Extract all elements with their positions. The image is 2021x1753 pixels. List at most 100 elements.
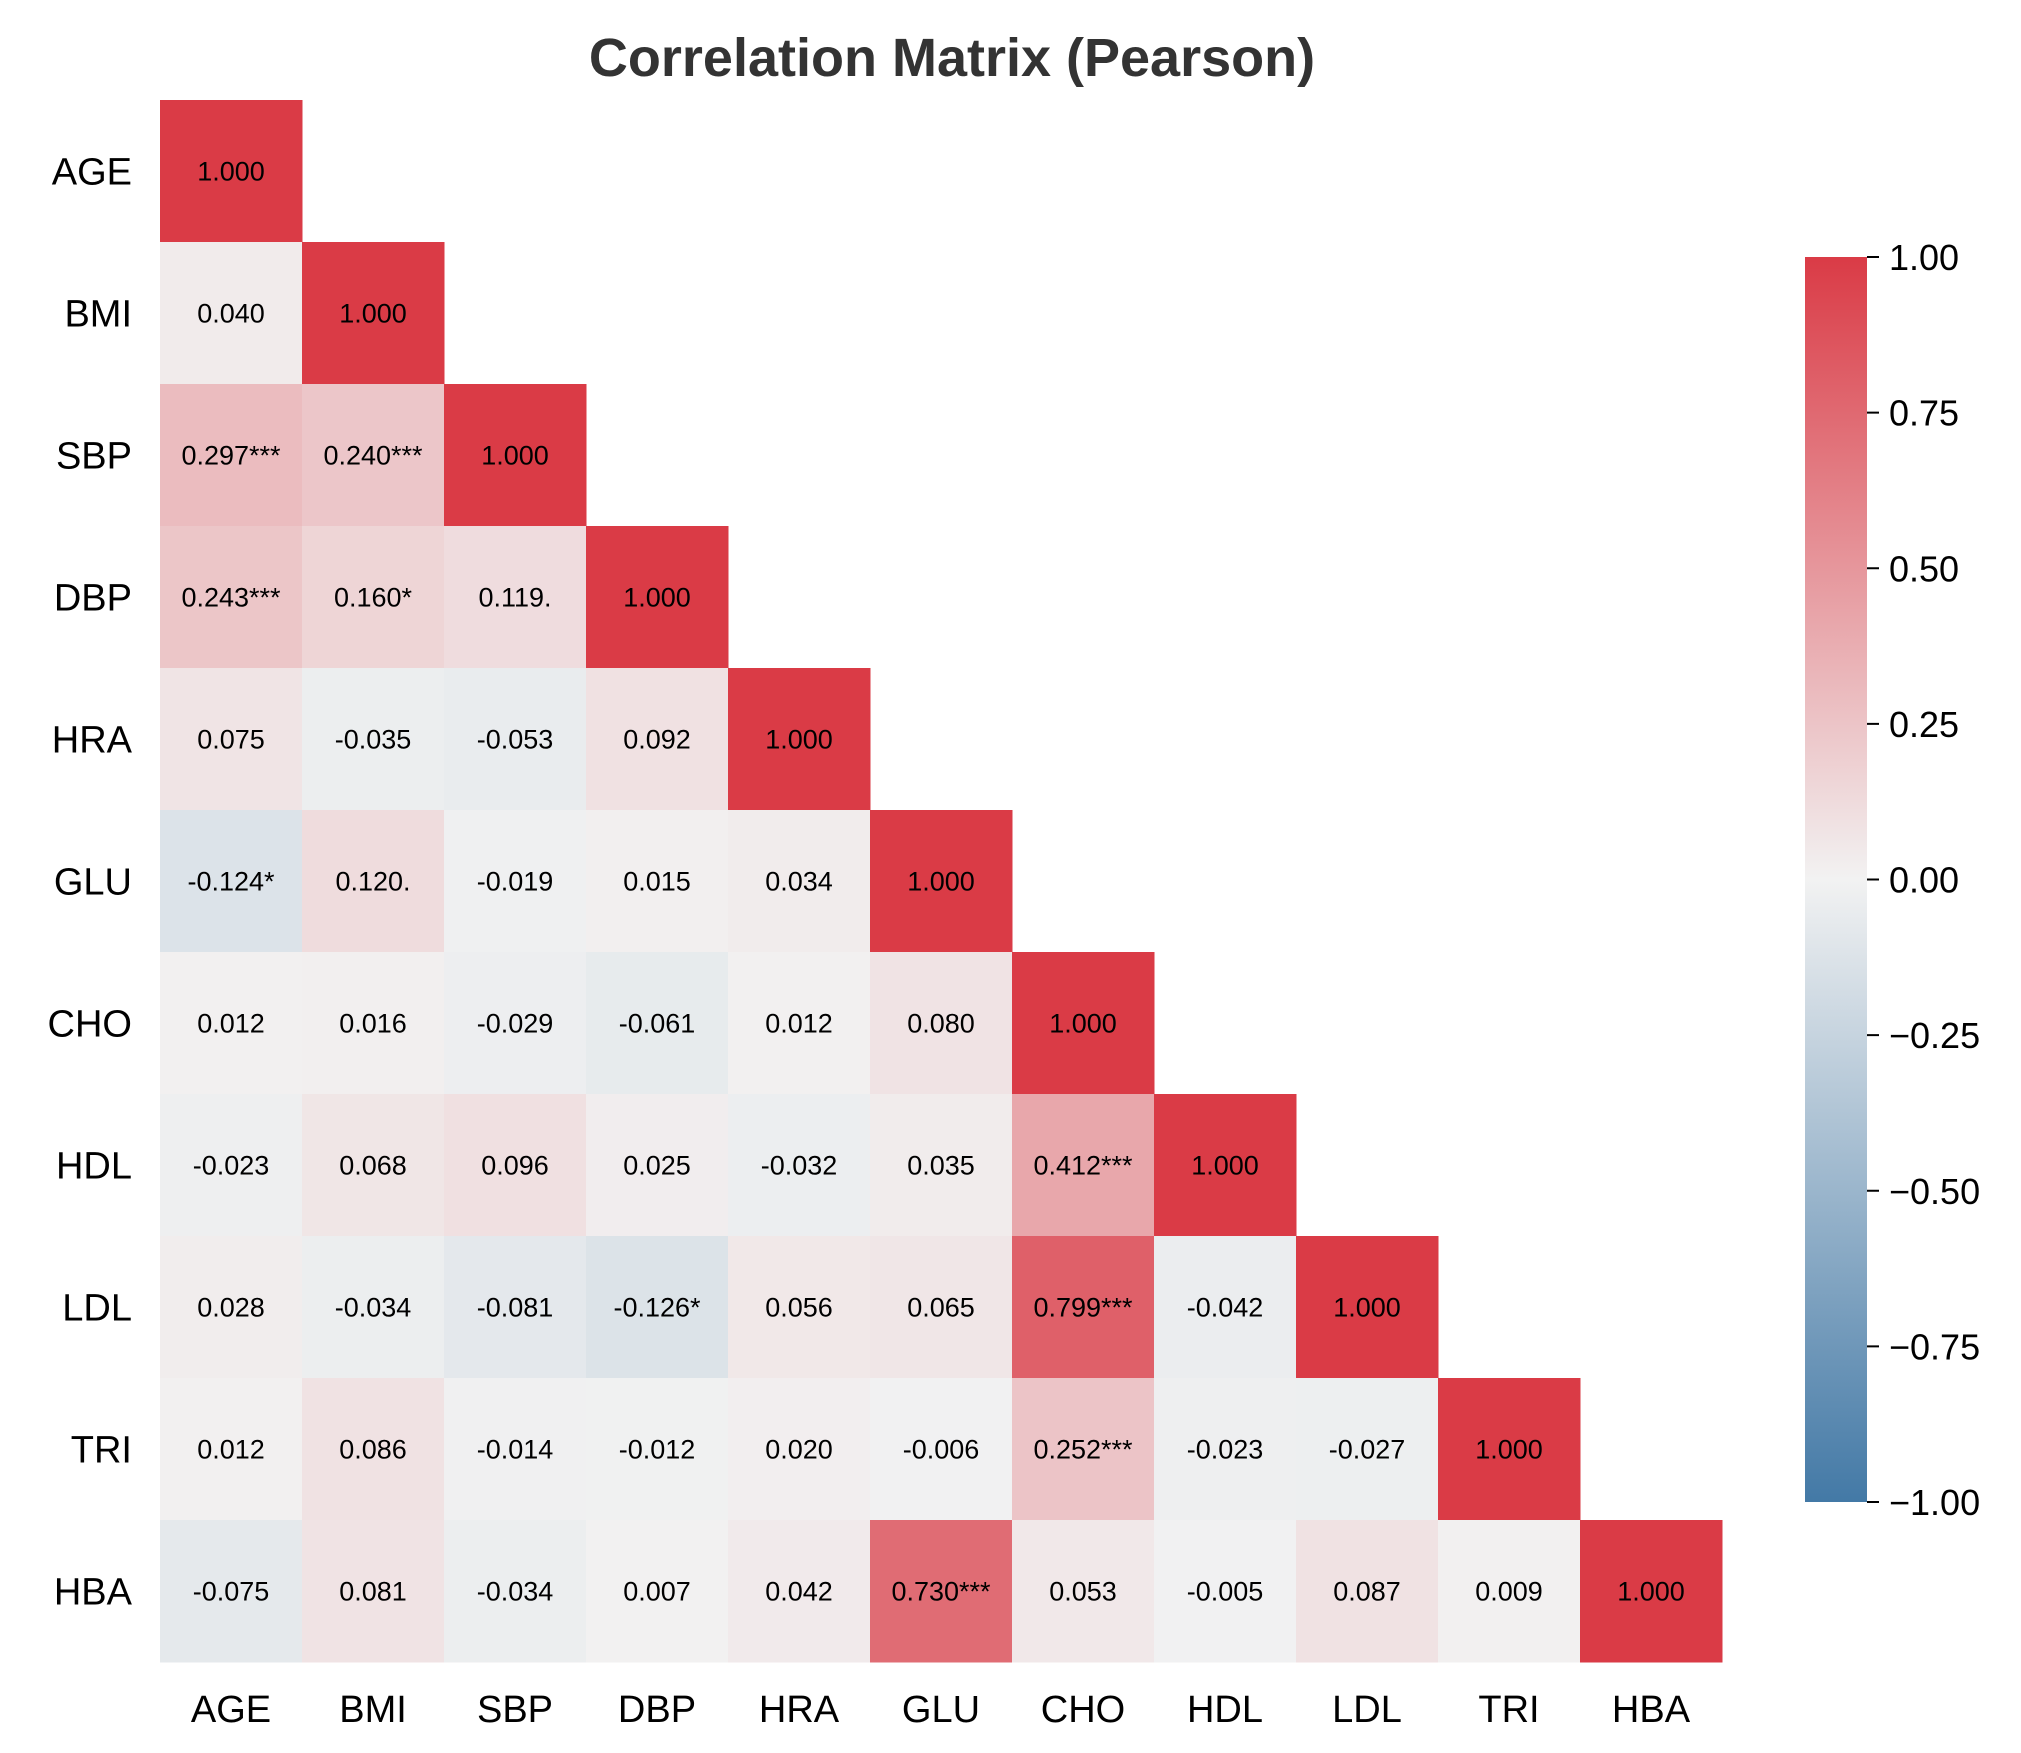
cell-value-label: -0.126* (613, 1293, 701, 1323)
cell-value-label: -0.042 (1187, 1293, 1264, 1323)
cell-value-label: 0.012 (197, 1009, 265, 1039)
row-label-tri: TRI (71, 1430, 132, 1472)
heatmap-cell-cho-dbp (586, 952, 729, 1095)
heatmap-cell-hra-age (160, 668, 303, 811)
cell-value-label: 0.240*** (323, 441, 423, 471)
colorbar-gradient (1805, 257, 1867, 1502)
cell-value-label: -0.014 (477, 1435, 554, 1465)
column-label-hra: HRA (759, 1689, 840, 1731)
colorbar-tick-label: 0.50 (1889, 548, 1959, 589)
cell-value-label: -0.012 (619, 1435, 696, 1465)
column-labels: AGE BMI SBP DBP HRA GLU CHO HDL LDL TRI HBA (191, 1689, 1691, 1731)
heatmap-cell-ldl-age (160, 1236, 303, 1379)
column-label-sbp: SBP (477, 1689, 553, 1731)
heatmap-cell-tri-hra (728, 1378, 871, 1521)
cell-value-label: 1.000 (339, 299, 407, 329)
heatmap-cell-tri-bmi (302, 1378, 445, 1521)
heatmap-cell-ldl-dbp (586, 1236, 729, 1379)
heatmap-cell-hdl-cho (1012, 1094, 1155, 1237)
heatmap-cell-ldl-ldl (1296, 1236, 1439, 1379)
row-labels: AGE BMI SBP DBP HRA GLU CHO HDL LDL TRI HBA (48, 152, 133, 1614)
colorbar-tick-label: −0.75 (1889, 1326, 1980, 1367)
cell-value-label: 1.000 (1475, 1435, 1543, 1465)
heatmap-cell-hba-age (160, 1520, 303, 1663)
heatmap-cell-bmi-bmi (302, 242, 445, 385)
heatmap-cell-hdl-hdl (1154, 1094, 1297, 1237)
cell-value-label: -0.081 (477, 1293, 554, 1323)
heatmap-cell-hba-cho (1012, 1520, 1155, 1663)
cell-value-label: 0.009 (1475, 1577, 1543, 1607)
colorbar-tick-label: 0.75 (1889, 393, 1959, 434)
cell-value-label: -0.023 (1187, 1435, 1264, 1465)
cell-value-label: -0.019 (477, 867, 554, 897)
row-label-glu: GLU (54, 862, 132, 904)
heatmap-cell-hba-hra (728, 1520, 871, 1663)
heatmap-cell-hdl-dbp (586, 1094, 729, 1237)
heatmap-cell-hra-sbp (444, 668, 587, 811)
colorbar: 1.00 0.75 0.50 0.25 0.00 −0.25 −0.50 −0.75 −1.00 (1805, 237, 1980, 1523)
column-label-tri: TRI (1478, 1689, 1539, 1731)
heatmap-cell-hra-bmi (302, 668, 445, 811)
heatmap-cell-tri-tri (1438, 1378, 1581, 1521)
column-label-cho: CHO (1041, 1689, 1125, 1731)
heatmap-cell-ldl-cho (1012, 1236, 1155, 1379)
row-label-hdl: HDL (56, 1146, 132, 1188)
colorbar-tick-label: −0.25 (1889, 1015, 1980, 1056)
cell-value-label: -0.006 (903, 1435, 980, 1465)
cell-value-label: 1.000 (481, 441, 549, 471)
heatmap-cell-glu-hra (728, 810, 871, 953)
heatmap-cell-hdl-bmi (302, 1094, 445, 1237)
heatmap-cell-cho-cho (1012, 952, 1155, 1095)
cell-value-label: 0.160* (334, 583, 413, 613)
heatmap-cell-glu-sbp (444, 810, 587, 953)
cell-value-label: 0.053 (1049, 1577, 1117, 1607)
heatmap-cell-tri-age (160, 1378, 303, 1521)
cell-value-label: 1.000 (1617, 1577, 1685, 1607)
cell-value-label: 1.000 (623, 583, 691, 613)
heatmap-cell-cho-hra (728, 952, 871, 1095)
cell-value-label: 1.000 (907, 867, 975, 897)
cell-value-label: 0.119. (478, 583, 551, 613)
cell-value-label: 0.412*** (1033, 1151, 1133, 1181)
cell-value-label: 0.035 (907, 1151, 975, 1181)
cell-value-label: -0.053 (477, 725, 554, 755)
cell-value-label: 0.252*** (1033, 1435, 1133, 1465)
cell-value-label: -0.124* (187, 867, 275, 897)
colorbar-tick-label: 0.00 (1889, 860, 1959, 901)
cell-value-label: 0.025 (623, 1151, 691, 1181)
cell-value-label: 0.068 (339, 1151, 407, 1181)
cell-value-label: 0.086 (339, 1435, 407, 1465)
cell-value-label: 0.042 (765, 1577, 833, 1607)
heatmap-cell-hba-dbp (586, 1520, 729, 1663)
cell-value-label: -0.075 (193, 1577, 270, 1607)
cell-value-label: 1.000 (765, 725, 833, 755)
heatmap-cell-hba-sbp (444, 1520, 587, 1663)
heatmap-cell-hba-ldl (1296, 1520, 1439, 1663)
heatmap-cell-tri-hdl (1154, 1378, 1297, 1521)
row-label-hra: HRA (52, 720, 133, 762)
cell-value-label: 0.120. (335, 867, 410, 897)
cell-value-label: -0.034 (335, 1293, 412, 1323)
cell-value-label: 0.015 (623, 867, 691, 897)
heatmap-cell-dbp-age (160, 526, 303, 669)
heatmap-cell-cho-bmi (302, 952, 445, 1095)
heatmap-cell-ldl-hra (728, 1236, 871, 1379)
cell-value-label: 0.034 (765, 867, 833, 897)
cell-value-label: 0.075 (197, 725, 265, 755)
heatmap-cell-cho-age (160, 952, 303, 1095)
heatmap-cell-tri-sbp (444, 1378, 587, 1521)
cell-value-label: 1.000 (1191, 1151, 1259, 1181)
heatmap-cell-hra-dbp (586, 668, 729, 811)
cell-value-label: 1.000 (197, 157, 265, 187)
heatmap-cell-hra-hra (728, 668, 871, 811)
heatmap-cell-hdl-hra (728, 1094, 871, 1237)
cell-value-label: 0.096 (481, 1151, 549, 1181)
cell-value-label: -0.029 (477, 1009, 554, 1039)
heatmap-cells: 1.000 0.040 1.000 0.297*** 0.240*** 1.000 0.24… (160, 100, 1723, 1663)
heatmap-cell-sbp-bmi (302, 384, 445, 527)
heatmap-cell-hba-tri (1438, 1520, 1581, 1663)
cell-value-label: 0.007 (623, 1577, 691, 1607)
cell-value-label: 1.000 (1049, 1009, 1117, 1039)
heatmap-cell-age-age (160, 100, 303, 243)
cell-value-label: 0.080 (907, 1009, 975, 1039)
